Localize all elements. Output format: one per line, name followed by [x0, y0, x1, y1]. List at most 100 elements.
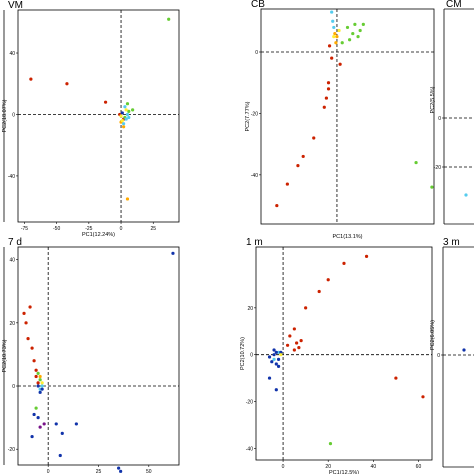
y-tick-label: 0: [255, 50, 258, 56]
y-tick-label: -20: [246, 399, 253, 405]
data-point: [274, 362, 278, 366]
data-point: [421, 395, 425, 399]
data-point: [60, 431, 64, 436]
data-point: [124, 108, 128, 112]
data-point: [304, 306, 308, 310]
data-point: [361, 22, 365, 26]
data-point: [119, 114, 123, 118]
data-point: [353, 22, 357, 26]
y-tick-label: 0: [12, 112, 15, 118]
y-axis-label: PC2(10.72%): [240, 337, 246, 370]
y-axis-label: PC2(6.05%): [430, 320, 436, 350]
data-point: [131, 108, 135, 112]
data-point: [30, 346, 34, 350]
data-point: [430, 185, 434, 189]
data-point: [122, 125, 126, 129]
x-tick-label: -25: [85, 226, 92, 232]
data-point: [326, 87, 331, 91]
data-point: [322, 105, 326, 109]
y-tick-label: -40: [8, 174, 15, 180]
plot-frame: [260, 8, 435, 225]
y-axis-label: PC2(18.07%): [2, 99, 8, 132]
data-point: [65, 82, 69, 86]
data-point: [297, 346, 301, 350]
data-point: [351, 31, 355, 36]
data-point: [288, 334, 292, 338]
data-point: [285, 182, 289, 186]
data-point: [285, 343, 290, 347]
data-point: [279, 353, 283, 357]
panel-title: 1 m: [246, 237, 263, 248]
data-point: [28, 305, 32, 309]
data-point: [330, 56, 334, 60]
data-point: [394, 376, 398, 380]
data-point: [276, 364, 281, 368]
data-point: [335, 35, 339, 39]
data-point: [327, 44, 332, 48]
data-point: [38, 425, 42, 429]
data-point: [119, 469, 123, 473]
x-tick-label: 60: [416, 464, 422, 470]
panel-title: CB: [251, 0, 265, 10]
data-point: [120, 119, 124, 123]
data-point: [36, 384, 40, 388]
data-point: [312, 136, 316, 140]
data-point: [326, 278, 330, 282]
data-point: [267, 355, 272, 359]
data-point: [125, 102, 130, 106]
data-point: [38, 374, 42, 379]
data-point: [24, 321, 28, 325]
y-tick-label: -20: [251, 111, 258, 117]
x-tick-label: 25: [96, 469, 102, 474]
partial-panel-1: CM 0 -20 PC2(5.5%): [430, 0, 474, 225]
y-axis-label: PC2(10.73%): [2, 339, 8, 372]
x-tick-label: -75: [21, 226, 28, 232]
data-point: [38, 378, 42, 382]
partial-panel-title: CM: [446, 0, 462, 10]
data-point: [326, 81, 331, 85]
data-point: [348, 38, 352, 42]
data-point: [36, 416, 40, 420]
x-tick-label: 40: [371, 464, 377, 470]
data-point: [332, 25, 336, 30]
data-point: [276, 357, 281, 361]
plot-frame: [17, 246, 180, 466]
y-tick-label: -20: [8, 447, 15, 453]
data-point: [29, 77, 33, 81]
data-point: [331, 19, 335, 23]
data-point: [301, 154, 305, 159]
data-point: [125, 112, 130, 117]
data-point: [22, 311, 26, 315]
y-tick-label: 40: [9, 51, 15, 57]
x-axis-label: PC1(12.5%): [329, 470, 359, 474]
y-tick-label: 0: [250, 353, 253, 359]
data-point: [124, 117, 128, 121]
data-point: [279, 350, 283, 354]
data-point: [272, 357, 276, 361]
data-point: [267, 376, 272, 380]
data-point: [356, 35, 360, 39]
data-point: [30, 434, 34, 439]
data-point: [464, 193, 468, 197]
data-point: [462, 348, 466, 352]
plot-frame: [17, 9, 180, 223]
data-point: [34, 368, 38, 372]
partial-panel-title: 3 m: [443, 237, 460, 248]
y-tick-label: 0: [438, 116, 441, 122]
y-tick-label: 20: [9, 321, 15, 327]
y-tick-label: 0: [437, 353, 440, 359]
data-point: [26, 337, 30, 341]
x-tick-label: 50: [146, 469, 152, 474]
data-point: [272, 353, 276, 357]
y-tick-label: 40: [9, 258, 15, 264]
data-point: [167, 17, 171, 21]
data-point: [332, 35, 336, 39]
data-point: [333, 31, 337, 36]
data-point: [125, 197, 130, 201]
data-point: [120, 111, 124, 115]
y-tick-label: -40: [246, 446, 253, 452]
data-point: [276, 350, 281, 354]
data-point: [414, 160, 418, 165]
data-point: [342, 261, 346, 265]
